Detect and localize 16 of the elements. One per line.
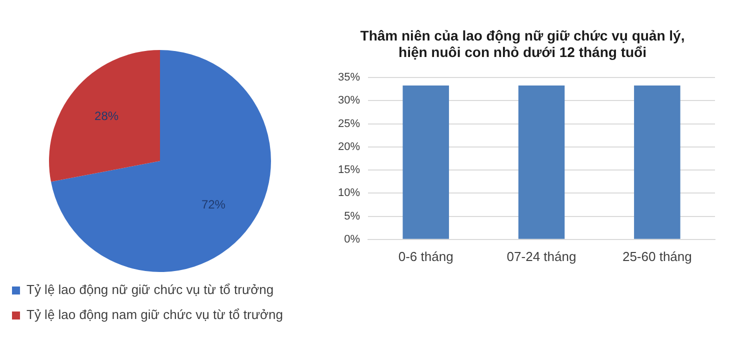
y-tick-label: 10% [338,187,360,200]
y-tick-label: 0% [344,233,360,246]
legend-label: Tỷ lệ lao động nam giữ chức vụ từ tổ trưởng [26,307,284,322]
y-tick-label: 25% [338,118,360,130]
y-tick-label: 30% [338,94,360,107]
x-tick-label: 07-24 tháng [506,248,576,264]
y-tick-label: 35% [338,72,360,84]
data-label: 28% [94,109,119,124]
x-tick-label: 25-60 tháng [622,248,692,264]
y-tick-label: 15% [338,164,360,176]
legend-label: Tỷ lệ lao động nữ giữ chức vụ từ tổ trưởng [26,282,274,298]
chart-title: Thâm niên của lao động nữ giữ chức vụ quản lý, hiện nuôi con nhỏ dưới 12 tháng tuổi [360,27,685,60]
y-tick-label: 5% [344,210,360,222]
data-label: 72% [201,198,226,212]
y-tick-label: 20% [338,140,360,153]
x-tick-label: 0-6 tháng [398,248,454,264]
